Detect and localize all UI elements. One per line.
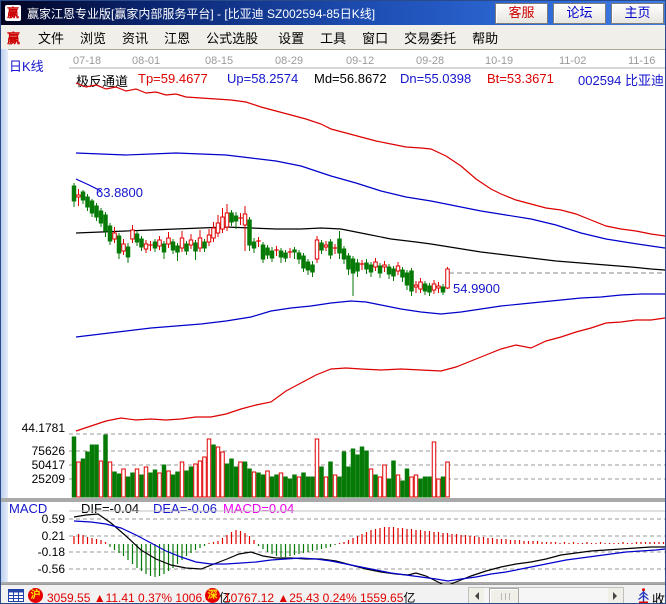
date-tick-6: 10-19 xyxy=(485,55,514,67)
indicator-param-2: Md=56.8672 xyxy=(314,71,387,86)
menu-item-9[interactable]: 帮助 xyxy=(472,30,499,46)
volume-tick-1: 50417 xyxy=(31,458,65,472)
menu-item-4[interactable]: 公式选股 xyxy=(206,30,259,46)
quote-table-icon[interactable] xyxy=(8,589,24,602)
date-tick-1: 08-01 xyxy=(132,55,161,67)
title-button-1[interactable]: 论坛 xyxy=(553,3,606,24)
date-tick-0: 07-18 xyxy=(73,55,102,67)
macd-tick-3: -0.56 xyxy=(37,562,65,576)
status-bar: 沪 3059.55 ▲11.41 0.37% 1006.47亿 深 10767.… xyxy=(1,584,666,604)
volume-tick-2: 25209 xyxy=(31,472,65,486)
last-price-label: 54.9900 xyxy=(453,281,500,296)
date-tick-7: 11-02 xyxy=(559,55,587,67)
shenzhen-index-icon[interactable]: 深 xyxy=(205,588,220,603)
menu-bar: 赢 文件 浏览 资讯 江恩 公式选股 设置 工具 窗口 交易委托 帮助 xyxy=(1,25,665,50)
date-tick-5: 09-28 xyxy=(416,55,445,67)
indicator-param-3: Dn=55.0398 xyxy=(400,71,472,86)
indicator-param-4: Bt=53.3671 xyxy=(487,71,554,86)
window-title: 赢家江恩专业版[赢家内部服务平台] - [比亚迪 SZ002594-85日K线] xyxy=(27,6,376,21)
macd-panel-label[interactable]: MACD xyxy=(9,501,48,516)
indicator-param-1: Up=58.2574 xyxy=(227,71,299,86)
menu-item-1[interactable]: 浏览 xyxy=(80,30,107,46)
date-tick-3: 08-29 xyxy=(275,55,304,67)
macd-tick-1: 0.21 xyxy=(41,529,65,543)
pagoda-tool-icon[interactable] xyxy=(637,588,650,604)
stock-code-name: 002594 比亚迪 xyxy=(578,73,664,88)
date-tick-4: 09-12 xyxy=(346,55,375,67)
collapse-toggle[interactable]: 收 xyxy=(652,592,666,604)
indicator-param-0: Tp=59.4677 xyxy=(138,71,208,86)
macd-dea-value: DEA=-0.06 xyxy=(153,501,217,516)
macd-tick-2: -0.18 xyxy=(37,545,65,559)
title-button-2[interactable]: 主页 xyxy=(611,3,664,24)
macd-macd-value: MACD=0.04 xyxy=(223,501,295,516)
date-tick-2: 08-15 xyxy=(205,55,234,67)
date-tick-8: 11-16 xyxy=(628,55,656,67)
scrollbar-thumb[interactable] xyxy=(489,588,519,603)
menu-item-3[interactable]: 江恩 xyxy=(164,30,191,46)
horizontal-scrollbar[interactable] xyxy=(468,587,624,603)
macd-tick-0: 0.59 xyxy=(41,512,65,526)
shanghai-index-quote: 3059.55 ▲11.41 0.37% 1006.47亿 xyxy=(47,591,231,604)
volume-tick-0: 75626 xyxy=(31,444,65,458)
menu-item-6[interactable]: 工具 xyxy=(320,30,347,46)
high-price-label: 63.8800 xyxy=(96,185,143,200)
menu-item-5[interactable]: 设置 xyxy=(278,30,305,46)
low-price-label: 44.1781 xyxy=(21,421,65,435)
period-label[interactable]: 日K线 xyxy=(9,59,44,74)
window-left-border xyxy=(1,49,8,584)
shanghai-index-icon[interactable]: 沪 xyxy=(28,588,43,603)
macd-dif-value: DIF=-0.04 xyxy=(81,501,140,516)
scroll-left-arrow[interactable] xyxy=(469,588,484,603)
shenzhen-index-quote: 10767.12 ▲25.43 0.24% 1559.65亿 xyxy=(224,591,416,604)
menu-item-2[interactable]: 资讯 xyxy=(122,30,149,46)
menu-item-8[interactable]: 交易委托 xyxy=(404,30,457,46)
menu-item-0[interactable]: 文件 xyxy=(38,30,65,46)
app-logo-icon: 赢 xyxy=(5,5,21,21)
scroll-right-arrow[interactable] xyxy=(608,588,623,603)
title-button-0[interactable]: 客服 xyxy=(495,3,548,24)
menu-item-7[interactable]: 窗口 xyxy=(362,30,389,46)
title-bar-buttons: 客服 论坛 主页 xyxy=(495,3,664,24)
indicator-name[interactable]: 极反通道 xyxy=(76,74,129,89)
title-bar: 赢 赢家江恩专业版[赢家内部服务平台] - [比亚迪 SZ002594-85日K… xyxy=(1,1,665,25)
menu-logo-icon: 赢 xyxy=(7,30,21,46)
